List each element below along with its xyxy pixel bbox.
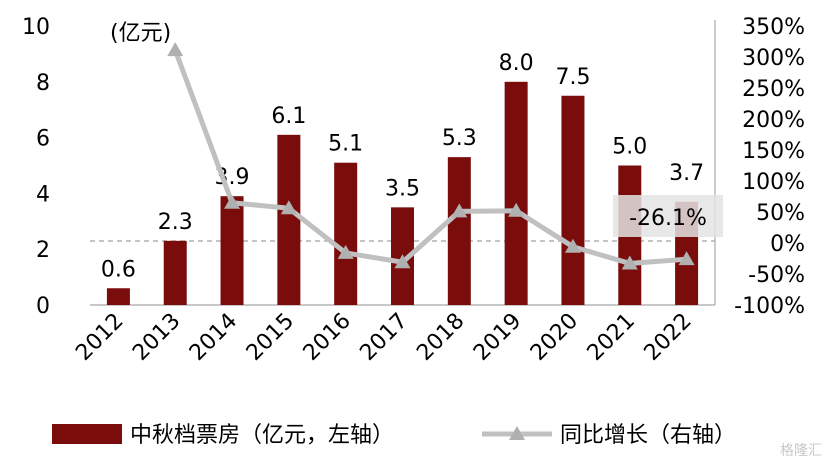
legend-line-label: 同比增长（右轴） xyxy=(560,423,736,448)
x-tick-label: 2022 xyxy=(640,309,697,366)
bar xyxy=(220,196,244,305)
growth-line-point xyxy=(564,238,581,253)
bar-data-label: 0.6 xyxy=(101,257,136,282)
growth-line-point xyxy=(224,194,241,209)
growth-line-path xyxy=(172,49,687,266)
y-right-tick-label: 250% xyxy=(742,77,805,102)
y-right-tick-label: 100% xyxy=(742,170,805,195)
legend-bar-label: 中秋档票房（亿元，左轴） xyxy=(130,423,394,448)
x-tick-label: 2016 xyxy=(299,309,356,366)
x-tick-label: 2015 xyxy=(242,309,299,366)
bar-data-label: 5.0 xyxy=(612,135,647,160)
bar-data-label: 7.5 xyxy=(555,65,590,90)
x-tick-label: 2012 xyxy=(71,309,128,366)
bar xyxy=(163,240,187,305)
x-tick-labels: 2012 2013 2014 2015 2016 2017 2018 2019 2020 2021… xyxy=(71,309,696,366)
x-tick-label: 2021 xyxy=(583,309,640,366)
x-tick-label: 2014 xyxy=(185,309,242,366)
growth-line-point xyxy=(167,42,184,57)
bar xyxy=(106,288,130,305)
bar xyxy=(334,162,358,305)
bar-data-label: 5.1 xyxy=(328,132,363,157)
growth-line-point xyxy=(451,203,468,218)
x-tick-label: 2018 xyxy=(412,309,469,366)
bar-data-label: 2.3 xyxy=(158,210,193,235)
growth-annotation: -26.1% xyxy=(613,195,723,237)
x-tick-label: 2019 xyxy=(469,309,526,366)
y-right-tick-label: 200% xyxy=(742,108,805,133)
y-right-tick-label: 50% xyxy=(756,201,805,226)
growth-line-point xyxy=(337,244,354,259)
bar-data-label: 5.3 xyxy=(442,126,477,151)
y-right-tick-label: -100% xyxy=(734,294,805,319)
y-right-tick-label: 150% xyxy=(742,139,805,164)
y-left-tick-label: 6 xyxy=(36,127,50,152)
legend-bar-swatch xyxy=(52,424,122,444)
bar-data-labels: 0.62.33.96.15.13.55.38.07.55.03.7 xyxy=(101,51,704,282)
growth-line-point xyxy=(394,254,411,269)
bar-data-label: 3.5 xyxy=(385,176,420,201)
y-right-tick-label: 350% xyxy=(742,15,805,40)
y-left-tick-label: 0 xyxy=(36,294,50,319)
bar-data-label: 3.7 xyxy=(669,161,704,186)
growth-line-point xyxy=(621,255,638,270)
x-tick-label: 2017 xyxy=(355,309,412,366)
x-tick-label: 2013 xyxy=(128,309,185,366)
growth-line-point xyxy=(508,202,525,217)
bar-data-label: 6.1 xyxy=(271,104,306,129)
bar xyxy=(447,157,471,305)
y-left-unit-label: (亿元) xyxy=(110,21,171,46)
watermark-text: 格隆汇 xyxy=(780,443,822,459)
growth-line-point xyxy=(280,200,297,215)
bar xyxy=(277,134,301,305)
legend: 中秋档票房（亿元，左轴） 同比增长（右轴） xyxy=(52,423,736,448)
y-left-tick-label: 4 xyxy=(36,182,50,207)
y-left-ticks: 0 2 4 6 8 10 xyxy=(22,15,50,319)
y-right-tick-label: -50% xyxy=(748,263,805,288)
growth-line-series xyxy=(167,42,695,270)
growth-annotation-text: -26.1% xyxy=(629,206,707,231)
y-left-tick-label: 8 xyxy=(36,71,50,96)
y-right-tick-label: 0% xyxy=(770,232,805,257)
growth-line-point xyxy=(678,251,695,266)
y-right-ticks: -100% -50% 0% 50% 100% 150% 200% 250% 300% 350% xyxy=(734,15,805,319)
y-left-tick-label: 2 xyxy=(36,238,50,263)
growth-annotation-box xyxy=(613,195,723,237)
y-left-tick-label: 10 xyxy=(22,15,50,40)
legend-line-marker xyxy=(509,426,525,440)
bar-data-label: 8.0 xyxy=(499,51,534,76)
bar xyxy=(504,81,528,305)
bar xyxy=(561,95,585,305)
y-right-tick-label: 300% xyxy=(742,46,805,71)
x-tick-label: 2020 xyxy=(526,309,583,366)
